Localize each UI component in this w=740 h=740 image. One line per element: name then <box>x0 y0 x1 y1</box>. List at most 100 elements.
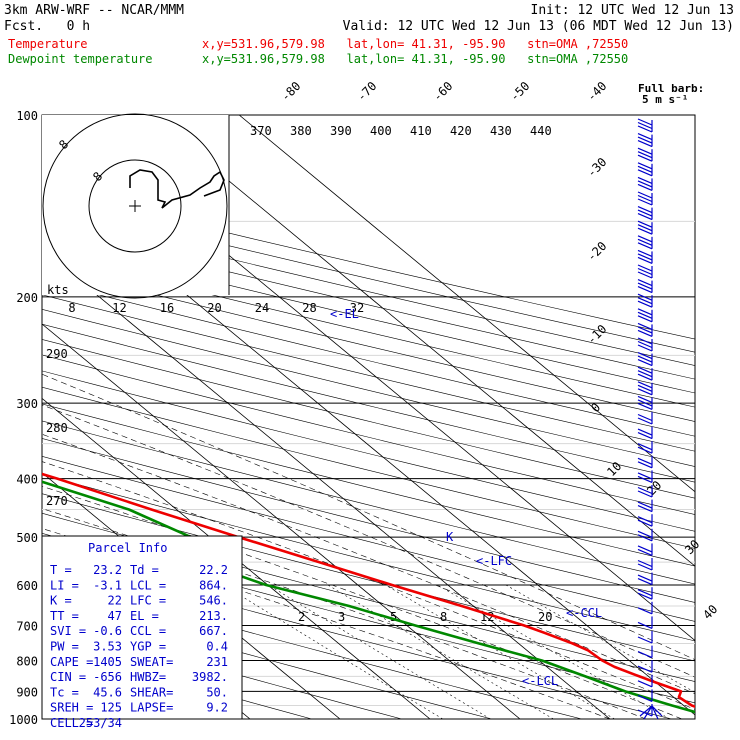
wind-barb-feather <box>637 563 653 571</box>
mixing-ratio-line <box>268 584 491 719</box>
temperature-legend-label: Temperature <box>8 37 87 51</box>
theta-tick-label: 420 <box>450 124 472 138</box>
pressure-tick-label: 900 <box>16 685 38 699</box>
isotherm-tick-label: -50 <box>507 79 532 104</box>
wind-barb <box>637 308 653 323</box>
dry-adiabat-line <box>42 239 695 394</box>
parcel-info-cell: 23.2 <box>93 563 122 577</box>
barb-legend-title: Full barb: <box>638 82 704 95</box>
dry-adiabat-line <box>42 212 695 366</box>
wind-barb-feather <box>637 607 653 615</box>
wind-barb <box>637 558 653 571</box>
wind-barb-feather <box>637 271 653 279</box>
mixing-ratio-line <box>437 584 670 719</box>
wind-barb <box>637 426 653 440</box>
parcel-info-cell: SWEAT= <box>130 655 173 669</box>
wind-barb-feather <box>637 373 653 381</box>
wind-barb-feather <box>637 665 653 673</box>
isotherm-tick-label: -60 <box>430 79 455 104</box>
wind-barb-feather <box>637 209 653 217</box>
parcel-info-cell: 3982. <box>192 670 228 684</box>
parcel-info-cell: 45.6 <box>93 685 122 699</box>
model-title: 3km ARW-WRF -- NCAR/MMM <box>4 3 184 18</box>
wind-barb <box>637 220 653 235</box>
wind-barb <box>637 645 653 659</box>
wind-barb <box>637 543 653 556</box>
parcel-info-cell: 125 <box>100 701 122 715</box>
wind-barb-feather <box>637 359 653 367</box>
wind-barb-feather <box>637 286 653 294</box>
pressure-tick-label: 700 <box>16 619 38 633</box>
speed-tick-label: 28 <box>302 301 316 315</box>
theta-tick-label: 410 <box>410 124 432 138</box>
wind-barb <box>637 162 653 177</box>
wind-barb-feather <box>637 118 653 126</box>
theta-tick-label: 440 <box>530 124 552 138</box>
parcel-info-cell: -656 <box>93 670 122 684</box>
speed-tick-label: 20 <box>207 301 221 315</box>
mixing-ratio-label: 5 <box>390 610 397 624</box>
pressure-tick-label: 100 <box>16 109 38 123</box>
lcl-marker: <-LCL <box>522 674 558 688</box>
wind-barb <box>637 616 653 629</box>
dry-adiabat-line <box>42 619 402 719</box>
parcel-info-cell: LCL = <box>130 578 166 592</box>
parcel-info-cell: Td = <box>130 563 159 577</box>
moist-adiabat-line <box>42 404 695 678</box>
wind-barb-feather <box>637 242 653 250</box>
parcel-info-cell: CAPE = <box>50 655 93 669</box>
isotherm-tick-label: 40 <box>700 602 720 622</box>
wind-barb-feather <box>637 154 653 162</box>
wind-barb-feather <box>637 352 653 360</box>
wind-barb-feather <box>637 578 653 586</box>
wind-barb <box>637 147 653 162</box>
mixing-ratio-line <box>223 584 443 719</box>
wind-barb <box>637 587 653 600</box>
ccl-marker: <-CCL <box>566 606 602 620</box>
isotherm-tick-label: -40 <box>584 79 609 104</box>
isotherm-line <box>42 397 431 719</box>
wind-barb <box>637 660 653 673</box>
wind-barb-feather <box>637 165 653 173</box>
mixing-ratio-line <box>327 584 554 719</box>
wind-barb-feather <box>637 413 653 422</box>
wind-barb <box>637 279 653 294</box>
parcel-info-cell: 9.2 <box>206 701 228 715</box>
theta-tick-label: 280 <box>46 421 68 435</box>
wind-barb-feather <box>637 574 653 582</box>
theta-tick-label: 270 <box>46 494 68 508</box>
wind-barb <box>637 601 653 615</box>
wind-barb-feather <box>637 388 653 396</box>
wind-barb-feather <box>637 326 653 334</box>
parcel-info-cell: HWBZ= <box>130 670 166 684</box>
dry-adiabat-line <box>42 438 695 603</box>
wind-barb-feather <box>637 592 653 600</box>
parcel-info-cell: 1405 <box>93 655 122 669</box>
dry-adiabat-line <box>42 354 695 515</box>
dry-adiabat-line <box>42 266 695 422</box>
pressure-tick-label: 500 <box>16 531 38 545</box>
isotherm-line <box>42 249 611 719</box>
hodograph-trace <box>129 169 225 209</box>
wind-barb-feather <box>637 162 653 170</box>
speed-tick-label: 32 <box>350 301 364 315</box>
parcel-info-cell: 0.4 <box>206 640 228 654</box>
parcel-info-cell: 864. <box>199 578 228 592</box>
wind-barb-feather <box>637 136 653 144</box>
wind-barb <box>637 366 653 381</box>
el-marker: <-EL <box>330 307 359 321</box>
dry-adiabat-line <box>42 294 695 452</box>
pressure-tick-label: 600 <box>16 579 38 593</box>
mixing-ratio-line <box>505 584 695 693</box>
wind-barb <box>637 176 653 191</box>
dry-adiabat-line <box>42 596 492 719</box>
parcel-info-cell: -3.1 <box>93 578 122 592</box>
wind-barb-feather <box>637 516 653 524</box>
wind-barb-feather <box>637 446 653 454</box>
parcel-info-cell: CIN = <box>50 670 86 684</box>
parcel-info-cell: 22.2 <box>199 563 228 577</box>
wind-barb-feather <box>637 133 653 141</box>
isotherm-tick-label: 30 <box>682 537 702 557</box>
forecast-hour: Fcst. 0 h <box>4 19 90 34</box>
isotherm-tick-label: -70 <box>354 79 379 104</box>
